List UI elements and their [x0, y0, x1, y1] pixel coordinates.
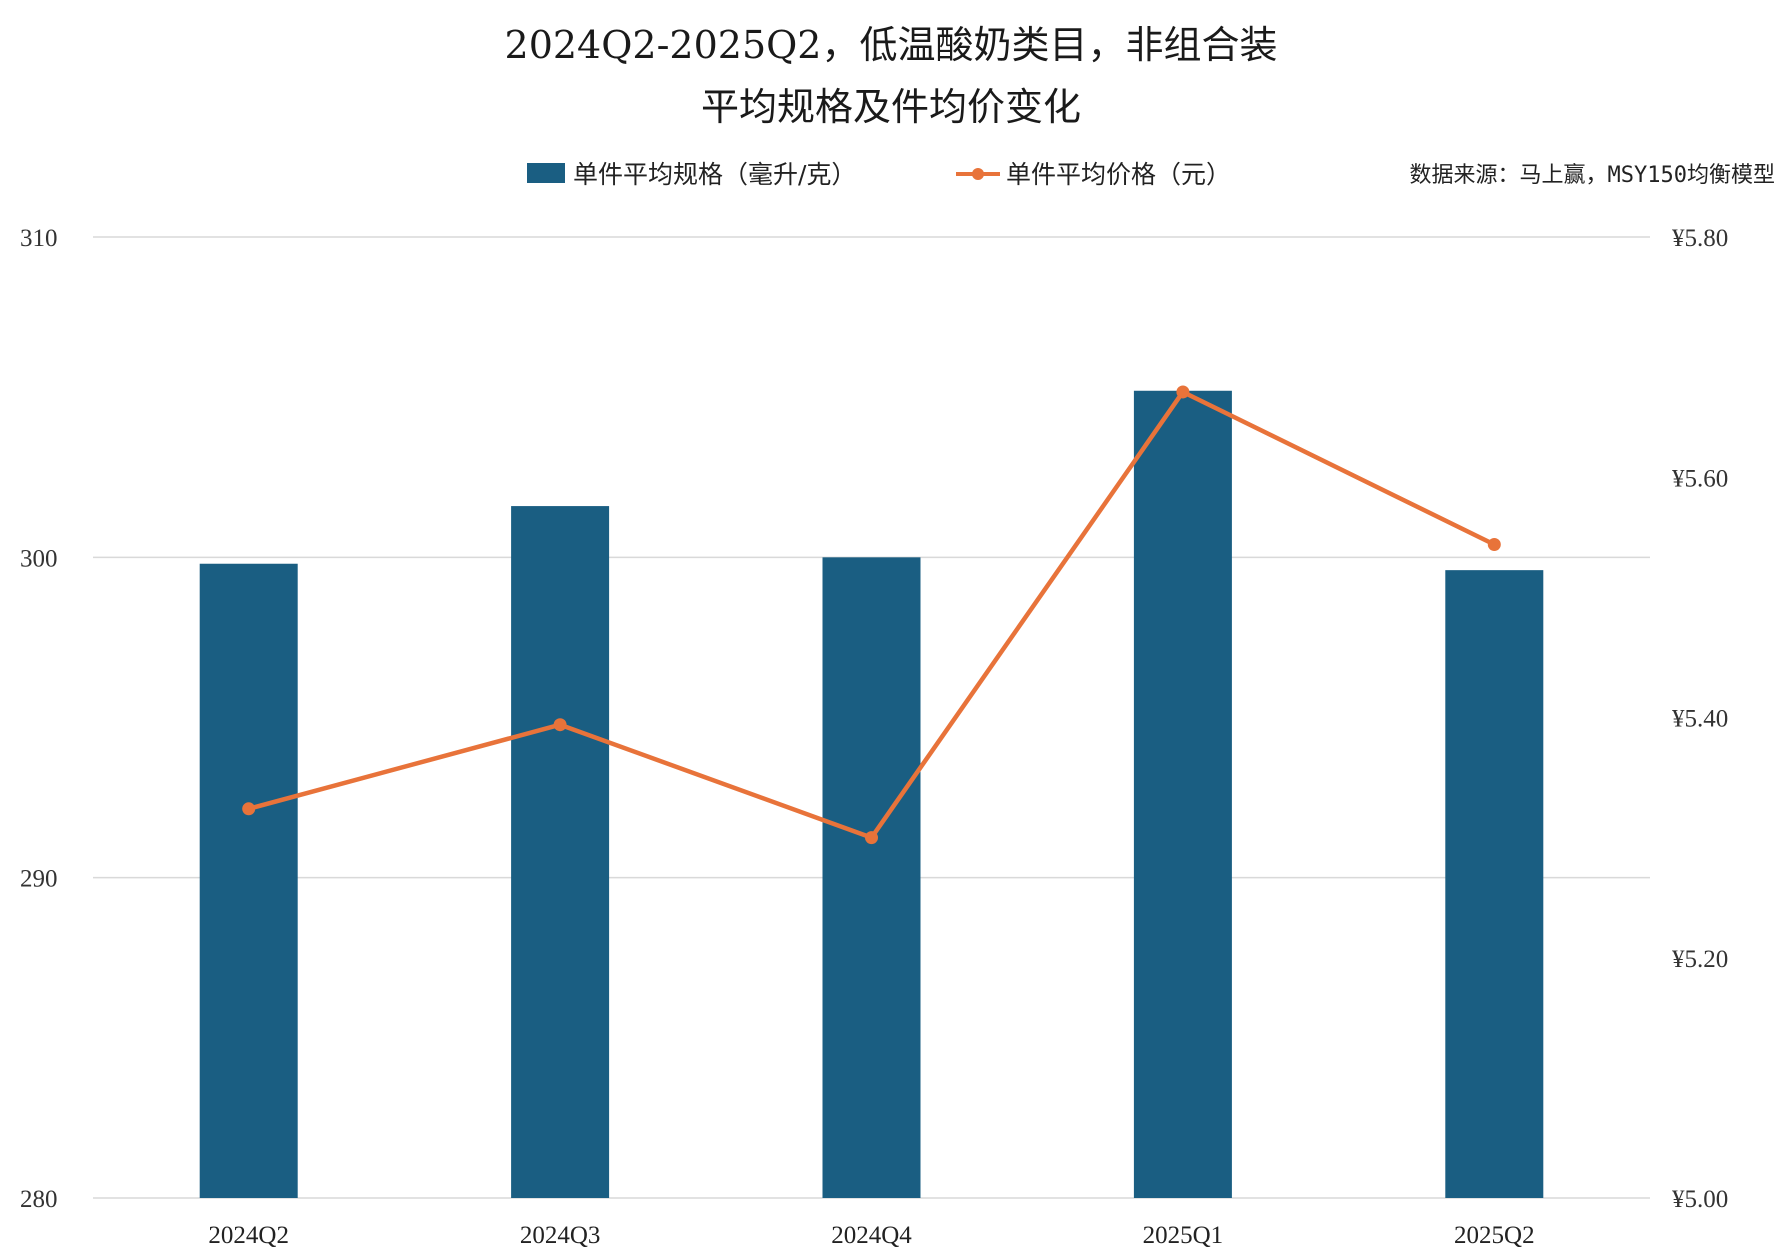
x-tick-label: 2024Q4: [831, 1222, 912, 1248]
bar: [199, 563, 298, 1198]
left-tick-label: 310: [20, 225, 58, 252]
x-tick-label: 2025Q2: [1454, 1222, 1535, 1248]
bar-series: [199, 390, 1544, 1199]
x-tick-label: 2025Q1: [1143, 1222, 1224, 1248]
chart-title-line-2: 平均规格及件均价变化: [701, 85, 1081, 129]
left-axis: 280 290 300 310: [20, 225, 58, 1213]
line-point: [553, 718, 567, 732]
right-tick-label: ¥5.60: [1672, 465, 1728, 492]
right-axis: ¥5.00 ¥5.20 ¥5.40 ¥5.60 ¥5.80: [1672, 225, 1728, 1213]
line-point: [865, 831, 878, 845]
bar: [1445, 570, 1544, 1198]
left-tick-label: 300: [20, 545, 58, 572]
legend-label-bar: 单件平均规格（毫升/克）: [573, 160, 856, 189]
legend-swatch-marker: [972, 168, 984, 180]
legend-label-line: 单件平均价格（元）: [1006, 160, 1231, 189]
x-tick-label: 2024Q3: [520, 1222, 601, 1248]
x-axis: 2024Q2 2024Q3 2024Q4 2025Q1 2025Q2: [208, 1222, 1534, 1248]
line-point: [242, 802, 256, 816]
right-tick-label: ¥5.00: [1672, 1186, 1728, 1213]
legend: 单件平均规格（毫升/克） 单件平均价格（元）: [527, 160, 1231, 189]
x-tick-label: 2024Q2: [208, 1222, 289, 1248]
line-point: [1487, 538, 1501, 552]
right-tick-label: ¥5.40: [1672, 706, 1728, 733]
left-tick-label: 280: [20, 1186, 58, 1213]
right-tick-label: ¥5.20: [1672, 946, 1728, 973]
line-point: [1176, 385, 1190, 399]
line-series: [242, 385, 1501, 845]
chart-title-line-1: 2024Q2-2025Q2，低温酸奶类目，非组合装: [505, 23, 1278, 67]
bar: [822, 557, 921, 1198]
left-tick-label: 290: [20, 866, 58, 893]
bar: [511, 506, 610, 1199]
right-tick-label: ¥5.80: [1672, 225, 1728, 252]
source-note: 数据来源：马上赢，MSY150均衡模型: [1410, 163, 1775, 188]
legend-swatch-bar: [527, 163, 565, 183]
bar: [1133, 390, 1232, 1198]
